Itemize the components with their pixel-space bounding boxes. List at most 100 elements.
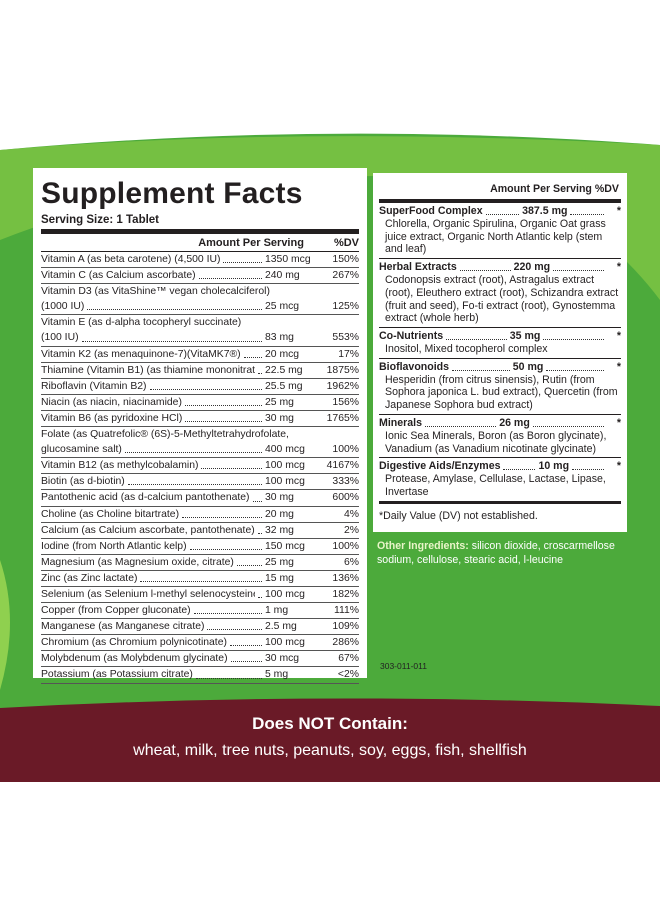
row-line: Potassium (as Potassium citrate) 5 mg <2%	[41, 667, 359, 682]
leader	[546, 361, 605, 371]
row-line: Chromium (as Chromium polynicotinate) 100…	[41, 635, 359, 650]
nutrient-name: Folate (as Quatrefolic® (6S)-5-Methyltet…	[41, 429, 289, 441]
amount: 100 mcg	[265, 476, 305, 488]
daily-value: *	[616, 205, 622, 217]
nutrient-row: Chromium (as Chromium polynicotinate) 100…	[41, 635, 359, 652]
nutrient-name: Vitamin B6 (as pyridoxine HCl)	[41, 412, 183, 424]
blend-section: Herbal Extracts 220 mg * Codonopsis extract…	[379, 259, 621, 329]
nutrient-name: Vitamin D3 (as VitaShine™ vegan cholecal…	[41, 286, 270, 298]
footnote: *Daily Value (DV) not established.	[379, 500, 621, 522]
section-title: Minerals	[379, 416, 422, 429]
nutrient-name: Niacin (as niacin, niacinamide)	[41, 396, 182, 408]
label: Other Ingredients:	[377, 540, 469, 552]
nutrient-name: Molybdenum (as Molybdenum glycinate)	[41, 653, 228, 665]
nutrient-row: Biotin (as d-biotin) 100 mcg 333%	[41, 474, 359, 491]
nutrient-name: Pantothenic acid (as d-calcium pantothen…	[41, 492, 250, 504]
amount-header: Amount Per Serving	[490, 183, 592, 195]
nutrient-row: Vitamin E (as d-alpha tocopheryl succina…	[41, 315, 359, 347]
nutrient-row: Vitamin B6 (as pyridoxine HCl) 30 mg 1765%	[41, 411, 359, 428]
allergen-banner: Does NOT Contain: wheat, milk, tree nuts…	[0, 702, 660, 782]
nutrient-row: Choline (as Choline bitartrate) 20 mg 4%	[41, 507, 359, 523]
section-text: Ionic Sea Minerals, Boron (as Boron glyc…	[385, 429, 607, 455]
row-line: Magnesium (as Magnesium oxide, citrate) 2…	[41, 555, 359, 570]
amount: 20 mg	[265, 508, 294, 520]
row-line: Selenium (as Selenium l-methyl selenocys…	[41, 587, 359, 602]
daily-value: 136%	[332, 572, 359, 584]
nutrient-row: Selenium (as Selenium l-methyl selenocys…	[41, 587, 359, 604]
column-header: Amount Per Serving %DV	[379, 179, 621, 203]
nutrient-row: Pantothenic acid (as d-calcium pantothen…	[41, 490, 359, 507]
blend-section: Co-Nutrients 35 mg * Inositol, Mixed tocoph…	[379, 328, 621, 359]
section-text: Hesperidin (from citrus sinensis), Rutin…	[385, 373, 618, 412]
nutrient-row: Calcium (as Calcium ascorbate, pantothen…	[41, 523, 359, 539]
text: silicon dioxide, croscarmellose sodium, …	[377, 540, 615, 566]
row-line: Vitamin E (as d-alpha tocopheryl succina…	[41, 315, 359, 330]
nutrient-name: Copper (from Copper gluconate)	[41, 605, 191, 617]
leader	[81, 330, 262, 342]
amount: 22.5 mg	[265, 364, 303, 376]
nutrient-name: Vitamin A (as beta carotene) (4,500 IU)	[41, 254, 221, 265]
leader	[201, 458, 262, 470]
amount: 35 mg	[509, 330, 541, 343]
daily-value: *	[616, 460, 622, 473]
row-line: Iodine (from North Atlantic kelp) 150 mcg…	[41, 539, 359, 554]
daily-value: 4167%	[326, 460, 359, 472]
amount: 25 mg	[265, 396, 294, 408]
daily-value: *	[616, 416, 622, 429]
row-line: Vitamin D3 (as VitaShine™ vegan cholecal…	[41, 284, 359, 299]
leader	[189, 539, 262, 550]
leader	[223, 252, 262, 264]
section-title: Herbal Extracts	[379, 261, 457, 274]
nutrient-name: Magnesium (as Magnesium oxide, citrate)	[41, 556, 234, 568]
amount: 220 mg	[513, 261, 551, 274]
nutrient-row: Magnesium (as Magnesium oxide, citrate) 2…	[41, 555, 359, 571]
daily-value: 6%	[343, 556, 359, 568]
nutrient-name: Choline (as Choline bitartrate)	[41, 508, 180, 520]
dv-header: %DV	[594, 183, 619, 195]
row-line: Choline (as Choline bitartrate) 20 mg 4%	[41, 507, 359, 522]
nutrient-row: Vitamin A (as beta carotene) (4,500 IU) 1…	[41, 252, 359, 269]
nutrient-name: Vitamin K2 (as menaquinone-7)(VitaMK7®)	[41, 348, 241, 360]
section-heading: Bioflavonoids 50 mg *	[379, 361, 621, 374]
daily-value: 553%	[332, 332, 359, 344]
nutrient-name: (1000 IU)	[41, 301, 85, 313]
section-heading: Digestive Aids/Enzymes 10 mg *	[379, 460, 621, 473]
blend-section: Digestive Aids/Enzymes 10 mg * Protease, Am…	[379, 458, 621, 502]
daily-value: 100%	[332, 540, 359, 552]
leader	[553, 261, 604, 271]
row-line: Vitamin B6 (as pyridoxine HCl) 30 mg 1765%	[41, 411, 359, 426]
leader	[459, 261, 511, 271]
leader	[230, 651, 262, 663]
leader	[229, 635, 262, 647]
leader	[195, 667, 262, 679]
daily-value: 1765%	[326, 412, 359, 424]
leader	[193, 603, 262, 615]
amount: 25 mcg	[265, 301, 300, 313]
amount: 20 mcg	[265, 348, 300, 360]
leader	[182, 507, 262, 518]
nutrient-name: Vitamin C (as Calcium ascorbate)	[41, 270, 196, 282]
row-line: Zinc (as Zinc lactate) 15 mg 136%	[41, 571, 359, 586]
leader	[452, 361, 510, 371]
section-heading: Co-Nutrients 35 mg *	[379, 330, 621, 343]
nutrient-row: Vitamin B12 (as methylcobalamin) 100 mcg 4…	[41, 458, 359, 475]
leader	[185, 411, 262, 423]
amount: 100 mcg	[265, 460, 305, 472]
section-title: SuperFood Complex	[379, 205, 483, 217]
amount: 50 mg	[512, 360, 544, 373]
other-ingredients: Other Ingredients: silicon dioxide, cros…	[377, 539, 639, 567]
leader	[140, 571, 262, 582]
nutrient-name: Manganese (as Manganese citrate)	[41, 621, 205, 633]
amount: 150 mcg	[265, 540, 305, 552]
blend-sections: SuperFood Complex 387.5 mg * Chlorella, Org…	[379, 203, 621, 502]
leader	[446, 330, 507, 340]
nutrient-row: Vitamin C (as Calcium ascorbate) 240 mg 26…	[41, 268, 359, 285]
nutrient-row: Niacin (as niacin, niacinamide) 25 mg 156%	[41, 395, 359, 411]
daily-value: 600%	[332, 492, 359, 504]
leader	[87, 299, 262, 311]
nutrient-row: Molybdenum (as Molybdenum glycinate) 30 m…	[41, 651, 359, 668]
section-text: Codonopsis extract (root), Astragalus ex…	[385, 273, 619, 325]
serving-size: Serving Size: 1 Tablet	[41, 212, 359, 234]
section-text: Protease, Amylase, Cellulase, Lactase, L…	[385, 473, 606, 498]
nutrient-row: Vitamin K2 (as menaquinone-7)(VitaMK7®) 2…	[41, 347, 359, 363]
